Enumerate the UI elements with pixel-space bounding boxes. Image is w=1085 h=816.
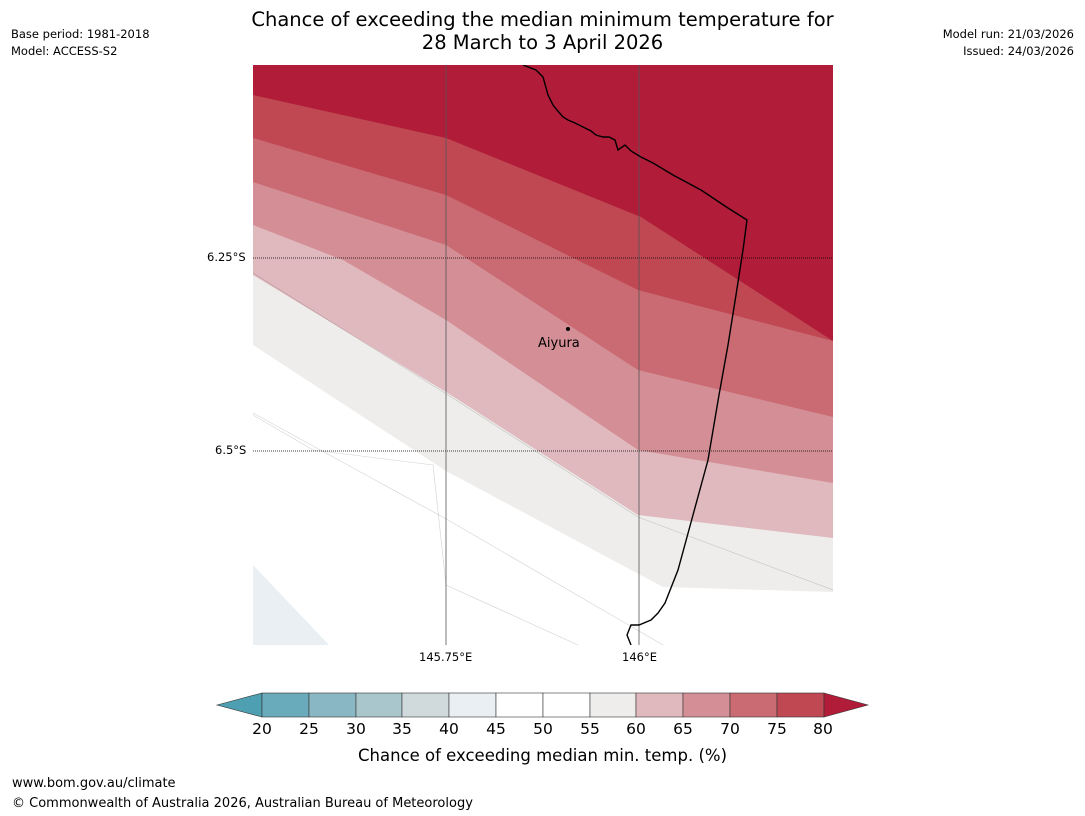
colorbar-segment-40-45 <box>448 692 497 718</box>
footer-url: www.bom.gov.au/climate <box>12 776 176 791</box>
model-run-text: Model run: 21/03/2026 <box>942 27 1074 41</box>
probability-map <box>253 65 833 645</box>
colorbar-segment-65-70 <box>682 692 731 718</box>
title-line-1: Chance of exceeding the median minimum t… <box>251 8 834 31</box>
colorbar-label: Chance of exceeding median min. temp. (%… <box>357 746 728 765</box>
colorbar-tick-40: 40 <box>439 720 459 738</box>
province-boundary <box>522 65 748 645</box>
colorbar-segment-75-80 <box>776 692 825 718</box>
colorbar-tick-35: 35 <box>392 720 412 738</box>
colorbar-segment-30-35 <box>355 692 403 718</box>
lat-label-6-5: 6.5°S <box>215 443 247 457</box>
colorbar-segment-45-50 <box>495 692 544 718</box>
colorbar-tick-70: 70 <box>720 720 740 738</box>
colorbar <box>215 692 870 718</box>
colorbar-low-extension <box>215 692 263 718</box>
colorbar-segment-25-30 <box>308 692 357 718</box>
lat-label-6-25: 6.25°S <box>207 250 246 264</box>
colorbar-high-extension <box>823 692 870 718</box>
model-text: Model: ACCESS-S2 <box>11 44 118 58</box>
colorbar-segment-70-75 <box>729 692 778 718</box>
contour-lines <box>253 272 833 645</box>
colorbar-tick-45: 45 <box>486 720 506 738</box>
base-period-text: Base period: 1981-2018 <box>11 27 150 41</box>
map-title: Chance of exceeding the median minimum t… <box>0 8 1085 54</box>
colorbar-segment-50-55 <box>542 692 591 718</box>
colorbar-tick-80: 80 <box>813 720 833 738</box>
colorbar-segment-35-40 <box>401 692 450 718</box>
meta-right: Model run: 21/03/2026 Issued: 24/03/2026 <box>943 26 1074 60</box>
issued-text: Issued: 24/03/2026 <box>963 44 1074 58</box>
colorbar-tick-55: 55 <box>580 720 600 738</box>
colorbar-tick-75: 75 <box>767 720 787 738</box>
colorbar-tick-20: 20 <box>252 720 272 738</box>
colorbar-segment-55-60 <box>589 692 637 718</box>
colorbar-tick-60: 60 <box>626 720 646 738</box>
lon-label-145-75: 145.75°E <box>419 650 473 664</box>
aiyura-label: Aiyura <box>538 336 580 351</box>
band-40-45 <box>253 565 329 645</box>
aiyura-marker <box>566 327 570 331</box>
colorbar-tick-30: 30 <box>346 720 366 738</box>
lon-label-146: 146°E <box>622 650 657 664</box>
title-line-2: 28 March to 3 April 2026 <box>421 31 664 54</box>
colorbar-tick-50: 50 <box>533 720 553 738</box>
footer-copyright: © Commonwealth of Australia 2026, Austra… <box>12 796 473 811</box>
colorbar-segment-60-65 <box>635 692 684 718</box>
colorbar-tick-65: 65 <box>673 720 693 738</box>
meta-left: Base period: 1981-2018 Model: ACCESS-S2 <box>11 26 150 60</box>
colorbar-segment-20-25 <box>261 692 310 718</box>
band-above-80 <box>253 65 833 341</box>
colorbar-tick-25: 25 <box>299 720 319 738</box>
